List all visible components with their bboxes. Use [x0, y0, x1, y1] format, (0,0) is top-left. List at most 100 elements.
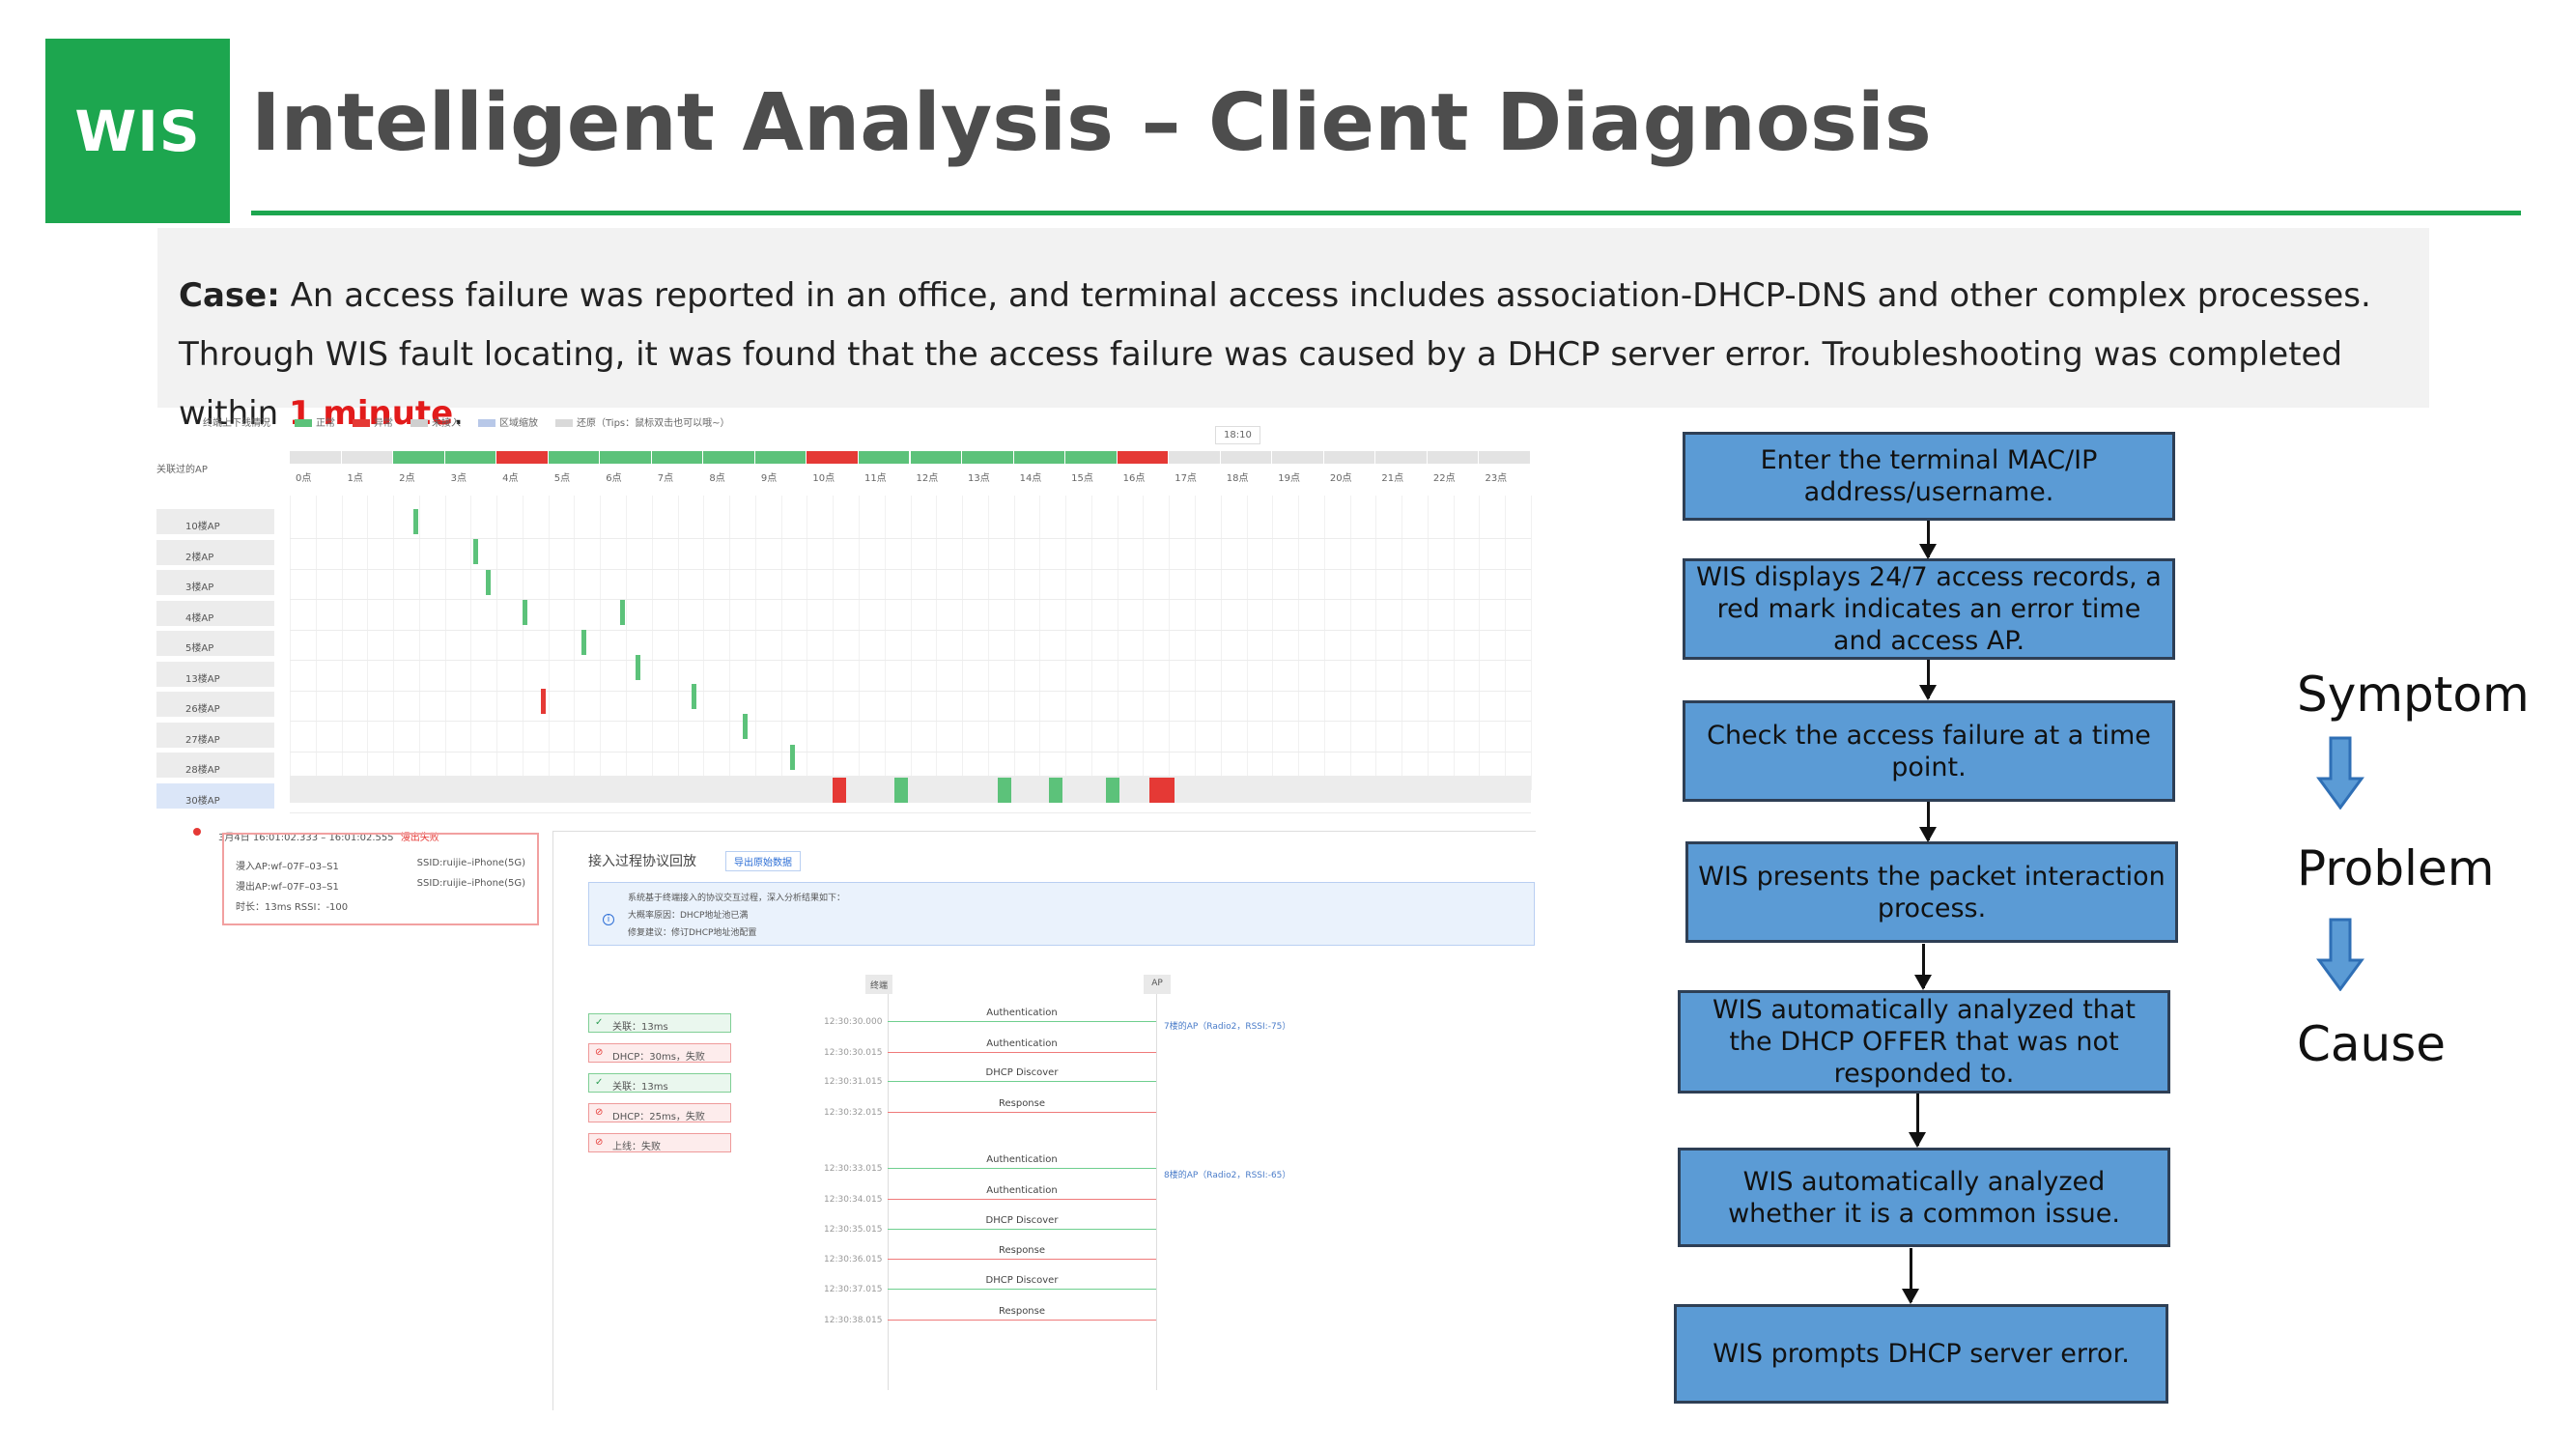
hour-cell-23[interactable]: [1479, 451, 1530, 464]
event-mark[interactable]: [1049, 778, 1062, 803]
step-label: DHCP：25ms，失败: [612, 1112, 705, 1122]
grid-hline: [290, 568, 1531, 570]
legend-item[interactable]: 正常: [295, 418, 335, 429]
error-dot: [193, 828, 201, 836]
error-card[interactable]: 漫入AP:wf–07F–03–S1 SSID:ruijie–iPhone(5G)…: [222, 833, 539, 925]
event-mark[interactable]: [894, 778, 908, 803]
ap-row-2[interactable]: 3楼AP: [156, 570, 274, 595]
grid-hline: [290, 538, 1531, 539]
flow-step-1: Enter the terminal MAC/IP address/userna…: [1683, 432, 2175, 521]
hour-cell-14[interactable]: [1013, 451, 1065, 464]
ap-row-4[interactable]: 5楼AP: [156, 631, 274, 656]
legend-swatch: [353, 419, 370, 427]
ap-row-5[interactable]: 13楼AP: [156, 661, 274, 687]
hour-cell-12[interactable]: [910, 451, 962, 464]
grid-vline-minor: [496, 496, 498, 790]
legend-item[interactable]: 未接入: [410, 418, 461, 429]
step-item[interactable]: ⊘ DHCP：25ms，失败: [588, 1103, 731, 1122]
event-mark[interactable]: [998, 778, 1011, 803]
hour-cell-22[interactable]: [1427, 451, 1479, 464]
ap-row-7[interactable]: 27楼AP: [156, 722, 274, 748]
grid-vline-minor: [574, 496, 576, 790]
ap-row-3[interactable]: 4楼AP: [156, 600, 274, 626]
hour-label: 20点: [1329, 473, 1352, 484]
grid-vline-minor: [548, 496, 550, 790]
hour-label: 12点: [916, 473, 939, 484]
legend-item[interactable]: 区域缩放: [478, 418, 538, 429]
step-item[interactable]: ✓ 关联：13ms: [588, 1013, 731, 1033]
legend-item[interactable]: 还原（Tips：鼠标双击也可以哦~）: [555, 418, 730, 429]
hour-cell-19[interactable]: [1272, 451, 1323, 464]
export-button[interactable]: 导出原始数据: [725, 851, 801, 871]
event-mark[interactable]: [581, 630, 586, 655]
grid-vline-minor: [677, 496, 679, 790]
event-mark[interactable]: [486, 570, 491, 595]
ap-row-0[interactable]: 10楼AP: [156, 509, 274, 534]
hour-cell-15[interactable]: [1065, 451, 1117, 464]
hour-cell-5[interactable]: [548, 451, 600, 464]
message-arrow: [888, 1320, 1156, 1321]
hour-cell-1[interactable]: [341, 451, 393, 464]
hour-cell-18[interactable]: [1220, 451, 1272, 464]
down-arrow-icon: [2316, 918, 2364, 991]
hour-cell-7[interactable]: [651, 451, 703, 464]
hour-cell-21[interactable]: [1375, 451, 1427, 464]
event-mark[interactable]: [833, 778, 846, 803]
grid-vline-minor: [393, 496, 395, 790]
flow-step-2: WIS displays 24/7 access records, a red …: [1683, 558, 2175, 660]
step-item[interactable]: ⊘ 上线：失败: [588, 1133, 731, 1152]
hour-cell-3[interactable]: [444, 451, 496, 464]
step-item[interactable]: ✓ 关联：13ms: [588, 1073, 731, 1093]
hour-cell-20[interactable]: [1323, 451, 1375, 464]
hour-label: 7点: [657, 473, 674, 484]
message-label: Authentication: [986, 1154, 1058, 1165]
legend-label: 区域缩放: [499, 418, 538, 429]
ap-row-8[interactable]: 28楼AP: [156, 753, 274, 778]
event-mark[interactable]: [620, 600, 625, 625]
event-mark[interactable]: [473, 539, 478, 564]
error-status: 漫出失败: [400, 833, 439, 843]
step-item[interactable]: ⊘ DHCP：30ms，失败: [588, 1043, 731, 1063]
hour-cell-2[interactable]: [393, 451, 444, 464]
hour-label: 6点: [606, 473, 622, 484]
event-mark[interactable]: [1149, 778, 1175, 803]
event-mark[interactable]: [413, 509, 418, 534]
event-mark[interactable]: [636, 655, 640, 680]
event-mark[interactable]: [523, 600, 527, 625]
hour-cell-10[interactable]: [807, 451, 858, 464]
hour-label: 16点: [1122, 473, 1146, 484]
flow-arrow: [1902, 1248, 1919, 1304]
hour-cell-16[interactable]: [1117, 451, 1169, 464]
legend-title: 终端上下线情况: [203, 418, 270, 429]
hour-cell-6[interactable]: [600, 451, 651, 464]
timestamp: 12:30:35.015: [824, 1225, 883, 1235]
grid-vline-minor: [1039, 496, 1041, 790]
roam-out-ap: 漫出AP:wf–07F–03–S1: [236, 882, 339, 893]
event-mark[interactable]: [790, 745, 795, 770]
hour-cell-0[interactable]: [290, 451, 341, 464]
access-timeline: 终端上下线情况 正常 异常 未接入 区域缩放 还原（Tips：鼠标双击也可以哦~） 18…: [155, 411, 1545, 816]
hour-cell-13[interactable]: [962, 451, 1013, 464]
event-mark[interactable]: [1106, 778, 1119, 803]
ap-row-6[interactable]: 26楼AP: [156, 692, 274, 717]
grid-vline-minor: [600, 496, 602, 790]
error-card-header: 3月4日 16:01:02.333 – 16:01:02.555 漫出失败: [218, 829, 439, 843]
hour-cell-11[interactable]: [858, 451, 910, 464]
grid-vline-minor: [1246, 496, 1248, 790]
hour-cell-4[interactable]: [496, 451, 548, 464]
error-line-3: 时长：13ms RSSI：-100: [236, 902, 349, 913]
legend-item[interactable]: 异常: [353, 418, 393, 429]
hour-cell-8[interactable]: [703, 451, 754, 464]
grid-vline-minor: [1453, 496, 1455, 790]
event-mark[interactable]: [692, 684, 696, 709]
event-mark[interactable]: [743, 714, 748, 739]
event-mark[interactable]: [541, 689, 546, 714]
roam-out-ssid: SSID:ruijie–iPhone(5G): [416, 878, 525, 889]
selected-row-highlight: [290, 776, 1531, 803]
grid-vline-minor: [833, 496, 835, 790]
legend-swatch: [555, 419, 573, 427]
hour-cell-9[interactable]: [754, 451, 807, 464]
ap-row-9[interactable]: 30楼AP: [156, 782, 274, 809]
hour-cell-17[interactable]: [1169, 451, 1220, 464]
ap-row-1[interactable]: 2楼AP: [156, 539, 274, 565]
